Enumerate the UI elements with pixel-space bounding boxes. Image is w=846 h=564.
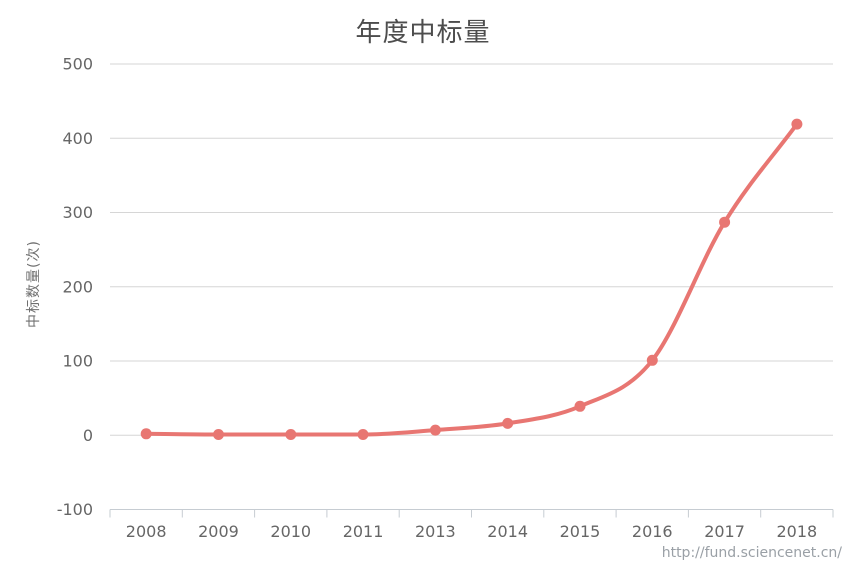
data-point-2016[interactable] — [646, 354, 658, 366]
y-tick-label: -100 — [57, 500, 93, 519]
x-tick-label: 2017 — [704, 522, 745, 541]
chart-title: 年度中标量 — [355, 18, 491, 48]
series-line-group — [144, 122, 799, 437]
x-tick-label: 2018 — [776, 522, 817, 541]
y-tick-label: 100 — [62, 352, 93, 371]
data-point-2015[interactable] — [574, 400, 586, 412]
y-tick-label: 200 — [62, 277, 93, 296]
series-line — [144, 122, 799, 437]
gridlines — [110, 63, 833, 436]
x-tick-label: 2008 — [126, 522, 167, 541]
x-tick-label: 2015 — [560, 522, 601, 541]
data-point-2009[interactable] — [213, 429, 224, 440]
data-point-2018[interactable] — [791, 118, 803, 130]
y-tick-label: 0 — [83, 426, 93, 445]
data-point-2010[interactable] — [285, 429, 297, 440]
x-tick-label: 2011 — [343, 522, 384, 541]
x-tick-label: 2013 — [415, 522, 456, 541]
y-axis-tick-labels: 500 400 300 200 100 0 -100 — [57, 55, 93, 520]
y-tick-label: 300 — [62, 203, 93, 222]
x-tick-label: 2010 — [270, 522, 311, 541]
y-tick-label: 500 — [62, 55, 93, 74]
data-point-markers — [140, 118, 803, 440]
data-point-2013[interactable] — [429, 424, 441, 436]
x-tick-label: 2009 — [198, 522, 239, 541]
x-tick-label: 2014 — [487, 522, 528, 541]
x-axis-tick-labels: 2008 2009 2010 2011 2013 2014 2015 2016 2017 2018 — [126, 522, 817, 541]
watermark: http://fund.sciencenet.cn/ — [661, 545, 842, 561]
data-point-2017[interactable] — [719, 216, 731, 228]
x-axis — [109, 509, 834, 518]
x-tick-label: 2016 — [632, 522, 673, 541]
data-point-2011[interactable] — [357, 429, 369, 440]
data-point-2008[interactable] — [140, 428, 152, 440]
y-tick-label: 400 — [62, 129, 93, 148]
data-point-2014[interactable] — [502, 417, 514, 429]
